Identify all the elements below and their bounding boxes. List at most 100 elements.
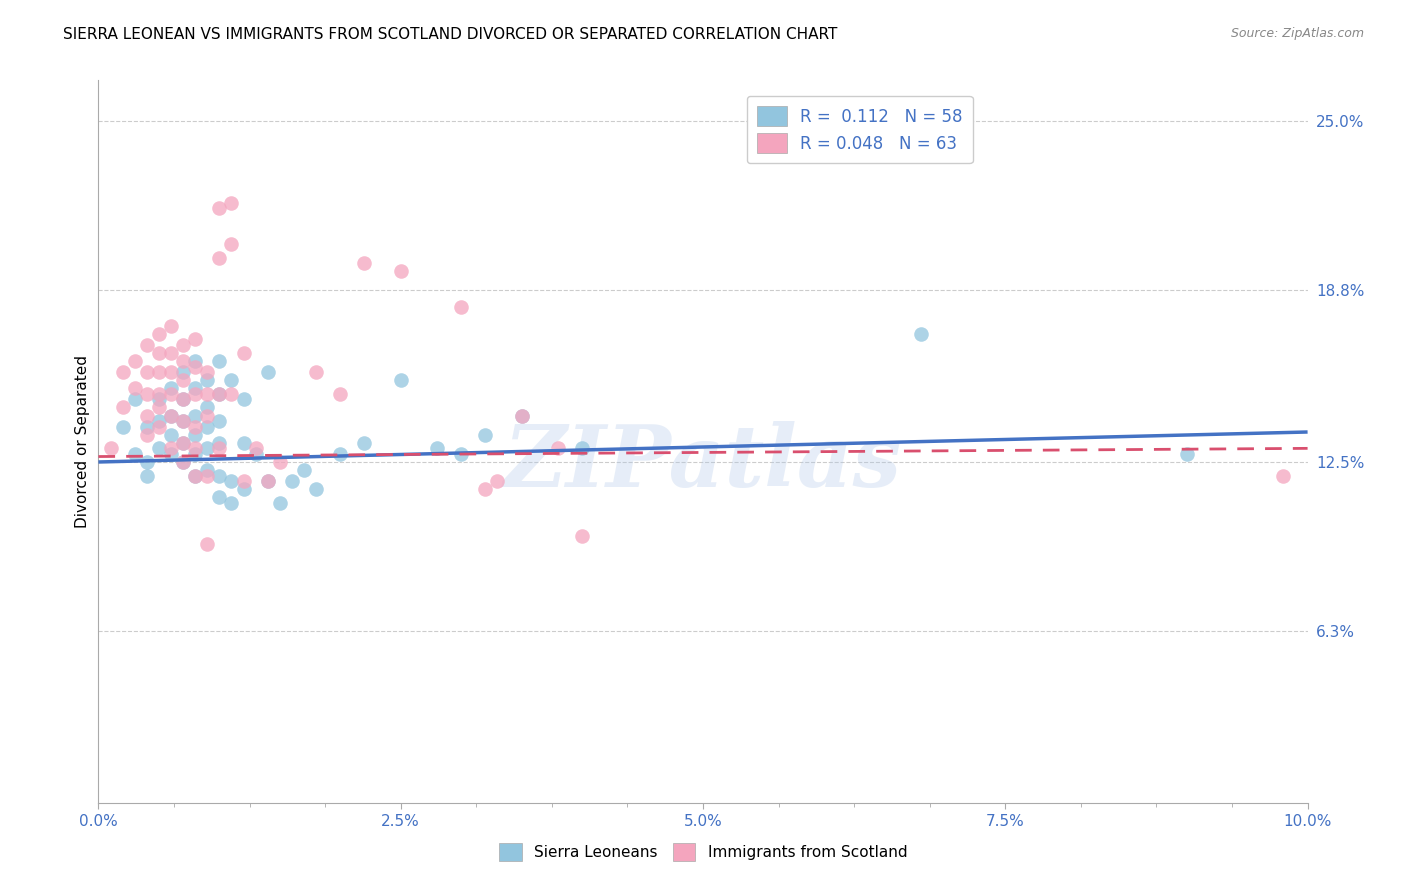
Text: SIERRA LEONEAN VS IMMIGRANTS FROM SCOTLAND DIVORCED OR SEPARATED CORRELATION CHA: SIERRA LEONEAN VS IMMIGRANTS FROM SCOTLA… — [63, 27, 838, 42]
Point — [184, 468, 207, 483]
Point — [571, 442, 593, 456]
Point — [135, 387, 157, 401]
Point — [353, 436, 375, 450]
Point — [256, 365, 278, 379]
Point — [389, 264, 412, 278]
Point — [232, 392, 254, 407]
Point — [184, 447, 207, 461]
Point — [910, 326, 932, 341]
Point — [135, 468, 157, 483]
Text: ZIPatlas: ZIPatlas — [503, 421, 903, 505]
Text: Source: ZipAtlas.com: Source: ZipAtlas.com — [1230, 27, 1364, 40]
Point — [1175, 447, 1198, 461]
Point — [172, 337, 194, 351]
Point — [221, 387, 243, 401]
Point — [450, 447, 472, 461]
Point — [221, 496, 243, 510]
Point — [148, 401, 170, 415]
Point — [389, 373, 412, 387]
Point — [160, 365, 183, 379]
Point — [135, 409, 157, 423]
Point — [221, 196, 243, 211]
Point — [148, 442, 170, 456]
Point — [305, 482, 328, 496]
Point — [184, 427, 207, 442]
Point — [160, 409, 183, 423]
Point — [208, 354, 231, 368]
Point — [184, 387, 207, 401]
Point — [148, 365, 170, 379]
Point — [208, 436, 231, 450]
Point — [269, 455, 291, 469]
Point — [172, 455, 194, 469]
Point — [450, 300, 472, 314]
Point — [172, 392, 194, 407]
Point — [474, 427, 496, 442]
Point — [172, 365, 194, 379]
Point — [329, 387, 352, 401]
Point — [353, 256, 375, 270]
Point — [111, 365, 134, 379]
Point — [221, 236, 243, 251]
Point — [221, 373, 243, 387]
Point — [135, 455, 157, 469]
Point — [195, 463, 218, 477]
Point — [160, 346, 183, 360]
Point — [245, 447, 267, 461]
Point — [256, 474, 278, 488]
Point — [100, 442, 122, 456]
Point — [124, 381, 146, 395]
Point — [184, 468, 207, 483]
Point — [329, 447, 352, 461]
Point — [208, 251, 231, 265]
Point — [172, 455, 194, 469]
Point — [208, 442, 231, 456]
Point — [160, 409, 183, 423]
Point — [172, 373, 194, 387]
Point — [160, 318, 183, 333]
Point — [281, 474, 304, 488]
Point — [292, 463, 315, 477]
Point — [135, 427, 157, 442]
Point — [208, 202, 231, 216]
Point — [172, 354, 194, 368]
Point — [172, 392, 194, 407]
Point — [184, 442, 207, 456]
Point — [195, 373, 218, 387]
Point — [111, 401, 134, 415]
Point — [305, 365, 328, 379]
Point — [195, 387, 218, 401]
Point — [148, 346, 170, 360]
Point — [232, 346, 254, 360]
Point — [160, 442, 183, 456]
Y-axis label: Divorced or Separated: Divorced or Separated — [75, 355, 90, 528]
Point — [1272, 468, 1295, 483]
Point — [571, 528, 593, 542]
Point — [172, 414, 194, 428]
Point — [135, 419, 157, 434]
Point — [135, 337, 157, 351]
Point — [184, 409, 207, 423]
Point — [135, 365, 157, 379]
Point — [195, 409, 218, 423]
Point — [510, 409, 533, 423]
Point — [184, 381, 207, 395]
Point — [208, 491, 231, 505]
Point — [208, 387, 231, 401]
Point — [232, 474, 254, 488]
Point — [474, 482, 496, 496]
Point — [208, 387, 231, 401]
Point — [510, 409, 533, 423]
Point — [184, 359, 207, 374]
Point — [195, 401, 218, 415]
Point — [160, 387, 183, 401]
Point — [148, 419, 170, 434]
Point — [148, 414, 170, 428]
Point — [195, 442, 218, 456]
Point — [547, 442, 569, 456]
Point — [184, 354, 207, 368]
Point — [160, 427, 183, 442]
Point — [426, 442, 449, 456]
Point — [245, 442, 267, 456]
Point — [172, 436, 194, 450]
